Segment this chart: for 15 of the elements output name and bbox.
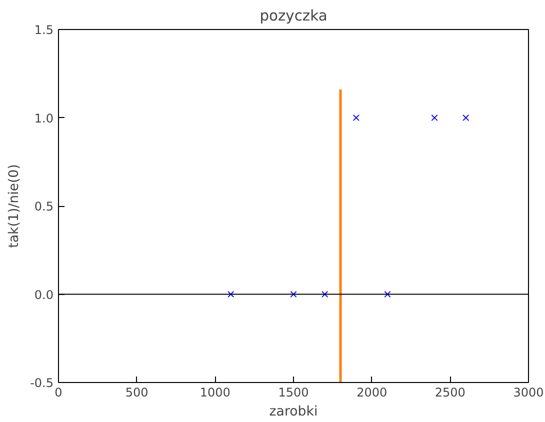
chart-title: pozyczka xyxy=(260,8,328,24)
y-tick-label: 1.5 xyxy=(34,23,54,37)
x-tick-label: 2000 xyxy=(356,386,388,400)
y-axis-title: tak(1)/nie(0) xyxy=(7,164,22,248)
x-tick-label: 500 xyxy=(125,386,148,400)
y-tick-label: -0.5 xyxy=(30,376,54,390)
y-tick-label: 0.5 xyxy=(34,200,54,214)
x-tick-label: 1000 xyxy=(200,386,230,400)
y-tick-label: 1.0 xyxy=(34,111,54,126)
x-tick-label: 3000 xyxy=(513,386,544,400)
x-tick-label: 2500 xyxy=(434,386,466,400)
x-tick-label: 1500 xyxy=(278,386,309,400)
y-tick-label: 0.0 xyxy=(34,288,54,302)
x-tick-label: 0 xyxy=(54,386,62,400)
x-axis-title: zarobki xyxy=(269,404,318,420)
